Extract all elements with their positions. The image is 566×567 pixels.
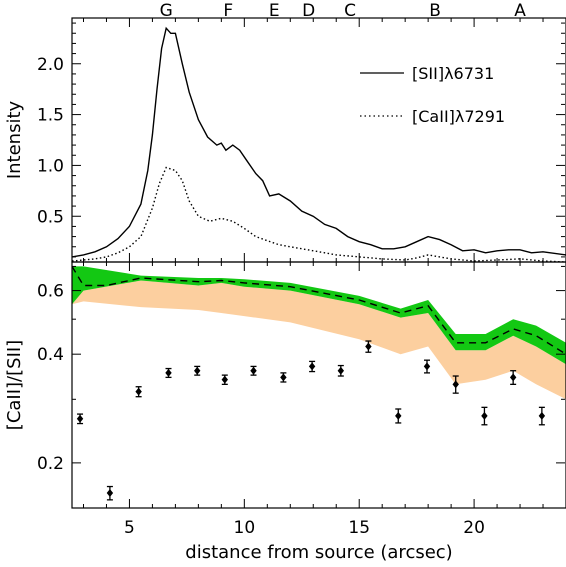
diamond-marker bbox=[337, 366, 345, 375]
knot-label-a: A bbox=[514, 1, 526, 21]
diamond-marker bbox=[452, 380, 459, 389]
data-point bbox=[76, 413, 84, 425]
green-band bbox=[72, 266, 566, 365]
bottom-panel-frame bbox=[71, 261, 566, 509]
dashed-ratio-line bbox=[71, 266, 566, 355]
data-point bbox=[365, 340, 372, 353]
legend-label-sii: [SII]λ6731 bbox=[412, 64, 494, 83]
top-plot-area bbox=[71, 26, 566, 263]
data-point bbox=[509, 370, 517, 385]
x-tick-label: 10 bbox=[234, 518, 256, 538]
orange-band bbox=[72, 280, 566, 400]
series-line-caii bbox=[71, 166, 566, 263]
diamond-marker bbox=[509, 373, 517, 382]
knot-label-e: E bbox=[269, 1, 280, 21]
x-tick-label: 20 bbox=[463, 518, 485, 538]
knot-label-f: F bbox=[223, 1, 233, 21]
bottom-y-tick-label: 0.2 bbox=[37, 454, 64, 474]
data-point bbox=[106, 485, 114, 501]
legend-label-caii: [CaII]λ7291 bbox=[412, 107, 505, 126]
data-point bbox=[452, 375, 459, 394]
bottom-y-axis-label: [CaII]/[SII] bbox=[4, 340, 25, 430]
bottom-y-tick-label: 0.4 bbox=[37, 345, 64, 365]
knot-label-c: C bbox=[344, 1, 356, 21]
data-point bbox=[481, 406, 488, 426]
data-point bbox=[135, 386, 142, 398]
series-line-sii bbox=[71, 26, 566, 258]
bottom-panel: 5 10 15 20 0.2 0.4 0.6 [CaII]/[SII] distance f… bbox=[4, 261, 566, 563]
diamond-marker bbox=[76, 414, 84, 423]
diamond-marker bbox=[423, 362, 431, 371]
bottom-plot-area bbox=[71, 266, 566, 501]
data-point bbox=[280, 372, 287, 383]
diamond-marker bbox=[365, 342, 372, 351]
knot-label-d: D bbox=[302, 1, 315, 21]
diamond-marker bbox=[481, 411, 488, 420]
top-y-tick-label: 1.5 bbox=[37, 106, 64, 126]
top-panel: 0.5 1.0 1.5 2.0 G F E D C B A Intensity [SII]λ673… bbox=[4, 1, 566, 263]
top-y-tick-label: 1.0 bbox=[37, 156, 64, 176]
data-point bbox=[221, 374, 228, 385]
x-tick-label: 5 bbox=[124, 518, 135, 538]
x-axis-label: distance from source (arcsec) bbox=[185, 542, 452, 563]
diamond-marker bbox=[106, 489, 114, 498]
top-panel-frame bbox=[71, 17, 566, 263]
bottom-y-tick-label: 0.6 bbox=[37, 282, 64, 302]
data-point bbox=[308, 360, 316, 373]
top-y-tick-label: 0.5 bbox=[37, 207, 64, 227]
x-tick-label: 15 bbox=[348, 518, 370, 538]
diamond-marker bbox=[538, 411, 546, 420]
diamond-marker bbox=[280, 373, 287, 382]
legend: [SII]λ6731 [CaII]λ7291 bbox=[360, 64, 505, 126]
diamond-marker bbox=[135, 387, 142, 396]
data-point bbox=[538, 406, 546, 426]
top-axis-ticks: 0.5 1.0 1.5 2.0 bbox=[37, 18, 566, 262]
bottom-axis-ticks: 5 10 15 20 0.2 0.4 0.6 bbox=[37, 262, 566, 538]
data-point bbox=[250, 365, 257, 376]
top-y-axis-label: Intensity bbox=[4, 100, 25, 179]
top-y-tick-label: 2.0 bbox=[37, 55, 64, 75]
diamond-marker bbox=[165, 368, 172, 377]
diamond-marker bbox=[194, 366, 201, 375]
data-point bbox=[337, 364, 345, 377]
diamond-marker bbox=[221, 375, 228, 384]
diamond-marker bbox=[250, 366, 257, 375]
data-point bbox=[395, 408, 402, 424]
data-point bbox=[194, 365, 201, 376]
data-point bbox=[423, 359, 431, 374]
knot-label-g: G bbox=[160, 1, 173, 21]
diamond-marker bbox=[308, 362, 316, 371]
data-point bbox=[165, 367, 172, 379]
knot-label-b: B bbox=[429, 1, 441, 21]
diamond-marker bbox=[395, 411, 402, 420]
